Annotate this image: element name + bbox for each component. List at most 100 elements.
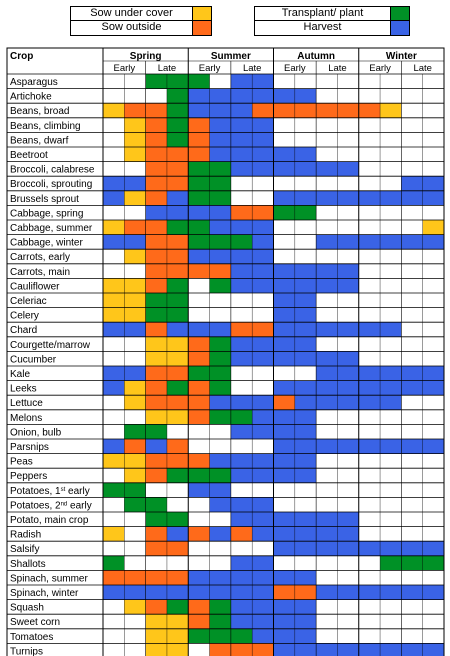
- calendar-cell: [124, 497, 147, 513]
- calendar-cell: [401, 336, 424, 352]
- calendar-cell: [230, 526, 253, 542]
- calendar-cell: [188, 161, 210, 177]
- calendar-cell: [188, 322, 210, 338]
- crop-name: Asparagus: [10, 77, 58, 88]
- calendar-cell: [273, 249, 296, 265]
- calendar-cell: [103, 307, 125, 323]
- calendar-cell: [252, 512, 274, 527]
- calendar-cell: [401, 293, 424, 308]
- calendar-cell: [103, 351, 125, 367]
- calendar-cell: [103, 176, 125, 192]
- calendar-cell: [124, 278, 147, 294]
- calendar-cell: [230, 74, 253, 89]
- calendar-cell: [166, 439, 189, 454]
- calendar-cell: [188, 380, 210, 396]
- calendar-cell: [273, 88, 296, 104]
- calendar-cell: [422, 74, 445, 89]
- calendar-cell: [273, 628, 296, 644]
- calendar-cell: [380, 468, 402, 484]
- calendar-cell: [358, 497, 381, 513]
- calendar-cell: [358, 220, 381, 235]
- calendar-cell: [209, 132, 232, 148]
- calendar-cell: [188, 497, 210, 513]
- calendar-cell: [401, 453, 424, 469]
- calendar-cell: [230, 336, 253, 352]
- calendar-cell: [145, 555, 168, 571]
- calendar-cell: [252, 205, 274, 221]
- calendar-cell: [358, 176, 381, 192]
- calendar-cell: [252, 497, 274, 513]
- legend-label-harvest: Harvest: [303, 21, 342, 33]
- calendar-cell: [358, 249, 381, 265]
- calendar-cell: [316, 628, 338, 644]
- calendar-cell: [294, 628, 317, 644]
- calendar-cell: [230, 482, 253, 498]
- calendar-cell: [103, 614, 125, 630]
- calendar-cell: [252, 424, 274, 440]
- calendar-cell: [273, 220, 296, 235]
- crop-name: Spinach, summer: [10, 573, 88, 584]
- calendar-cell: [188, 190, 210, 206]
- calendar-cell: [337, 424, 360, 440]
- calendar-cell: [337, 628, 360, 644]
- period-header: Late: [158, 63, 177, 74]
- calendar-cell: [230, 643, 253, 656]
- calendar-cell: [166, 366, 189, 381]
- season-header: Spring: [130, 51, 162, 62]
- calendar-cell: [209, 147, 232, 162]
- calendar-cell: [273, 585, 296, 600]
- calendar-cell: [316, 263, 338, 279]
- calendar-cell: [358, 132, 381, 148]
- calendar-cell: [124, 249, 147, 265]
- calendar-cell: [316, 439, 338, 454]
- calendar-cell: [230, 322, 253, 338]
- calendar-cell: [188, 88, 210, 104]
- calendar-cell: [145, 614, 168, 630]
- calendar-cell: [401, 132, 424, 148]
- calendar-cell: [380, 555, 402, 571]
- calendar-cell: [230, 555, 253, 571]
- calendar-cell: [422, 628, 445, 644]
- calendar-cell: [145, 322, 168, 338]
- calendar-cell: [252, 439, 274, 454]
- calendar-cell: [294, 643, 317, 656]
- calendar-cell: [252, 74, 274, 89]
- calendar-cell: [337, 117, 360, 133]
- calendar-cell: [273, 234, 296, 250]
- calendar-cell: [230, 614, 253, 630]
- calendar-cell: [166, 322, 189, 338]
- calendar-cell: [337, 103, 360, 119]
- calendar-cell: [230, 512, 253, 527]
- calendar-cell: [103, 526, 125, 542]
- calendar-cell: [188, 512, 210, 527]
- calendar-cell: [252, 643, 274, 656]
- crop-name: Celery: [10, 311, 39, 322]
- calendar-cell: [124, 585, 147, 600]
- calendar-cell: [422, 176, 445, 192]
- calendar-cell: [209, 88, 232, 104]
- calendar-cell: [380, 190, 402, 206]
- calendar-cell: [252, 351, 274, 367]
- calendar-cell: [337, 278, 360, 294]
- crop-name: Artichoke: [10, 92, 52, 103]
- calendar-cell: [124, 541, 147, 557]
- calendar-cell: [209, 220, 232, 235]
- calendar-cell: [230, 263, 253, 279]
- calendar-cell: [358, 336, 381, 352]
- calendar-cell: [401, 366, 424, 381]
- calendar-cell: [145, 395, 168, 411]
- calendar-cell: [294, 570, 317, 586]
- calendar-cell: [252, 103, 274, 119]
- calendar-cell: [316, 599, 338, 615]
- calendar-cell: [252, 293, 274, 308]
- calendar-cell: [273, 526, 296, 542]
- calendar-cell: [145, 205, 168, 221]
- calendar-cell: [380, 366, 402, 381]
- calendar-cell: [209, 336, 232, 352]
- calendar-cell: [401, 278, 424, 294]
- calendar-cell: [422, 512, 445, 527]
- calendar-cell: [209, 570, 232, 586]
- calendar-cell: [252, 366, 274, 381]
- calendar-cell: [230, 103, 253, 119]
